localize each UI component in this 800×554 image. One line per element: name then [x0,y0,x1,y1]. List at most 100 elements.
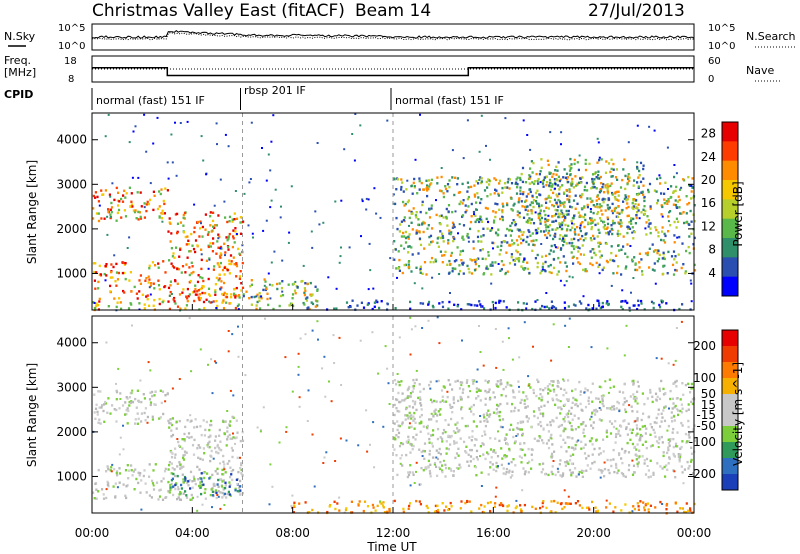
plot-title: Christmas Valley East (fitACF) [92,1,345,21]
power-colorbar-label: Power [dB] [731,181,745,246]
nsearch-tick-bottom: 10^0 [708,41,735,52]
power-colorbar: 4 8 12 16 20 24 28 [701,121,739,297]
velocity-panel: 1000 2000 3000 4000 Slant Range [km] [25,315,696,515]
power-colorbar-tick-label: 24 [701,150,716,164]
power-colorbar-tick-label: 12 [701,219,716,233]
freq-curve [92,66,694,77]
velocity-ytick-label: 4000 [56,336,87,350]
beam-label: Beam 14 [355,1,431,21]
power-yticks: 1000 2000 3000 4000 [56,133,694,280]
power-colorbar-tick-label: 8 [708,243,716,257]
nsearch-label: N.Search [746,30,796,43]
nsky-label: N.Sky [4,30,36,43]
power-colorbar-swatch [722,199,738,220]
velocity-colorbar-tick-label: -200 [689,467,716,481]
velocity-colorbar-tick-label: 50 [701,387,716,401]
velocity-colorbar-tick-label: -50 [696,419,716,433]
power-colorbar-tick-label: 16 [701,196,716,210]
power-echo-region-5 [393,175,697,276]
velocity-colorbar-label: Velocity [m s^-1] [731,362,745,466]
velocity-echo-region-0 [93,389,169,425]
velocity-colorbar-swatch [722,458,738,475]
cpid-segment-1: normal (fast) 151 IF [96,94,205,107]
velocity-colorbar-tick-label: 15 [701,398,716,412]
xtick-label: 12:00 [376,526,411,540]
power-echo-region-2 [167,211,245,262]
velocity-colorbar-swatch [722,362,738,379]
xtick-label: 00:00 [677,526,712,540]
power-ytick-label: 1000 [56,266,87,280]
velocity-echo-region-3 [169,472,242,497]
velocity-colorbar-swatch [722,410,738,427]
velocity-ytick-label: 1000 [56,469,87,483]
velocity-colorbar-tick-label: -100 [689,435,716,449]
power-echo-region-1 [92,260,245,312]
velocity-echo-layer [92,316,696,515]
power-colorbar-swatch [722,238,738,258]
power-ytick-label: 3000 [56,177,87,191]
noise-panel-frame [91,23,695,51]
cpid-label: CPID [4,88,33,101]
velocity-echo-region-5 [393,378,696,479]
cpid-strip: CPID normal (fast) 151 IF rbsp 201 IF no… [4,84,504,110]
power-ytick-label: 4000 [56,133,87,147]
nsearch-curve [91,32,695,41]
velocity-colorbar-tick-label: 200 [693,339,716,353]
freq-unit-label: [MHz] [4,66,36,79]
xtick-label: 16:00 [476,526,511,540]
power-colorbar-swatch [722,257,738,278]
freq-tick-bottom: 8 [68,74,74,85]
nave-tick-bottom: 0 [708,74,714,85]
nsearch-tick-top: 10^5 [708,23,735,34]
nsky-curve [91,29,695,39]
date-label: 27/Jul/2013 [588,1,685,21]
xtick-label: 08:00 [275,526,310,540]
freq-label: Freq. [4,54,31,67]
nave-label: Nave [746,64,774,77]
power-echo-region-6 [518,157,646,232]
power-ylabel: Slant Range [km] [25,160,39,264]
power-echo-scatter [93,113,693,312]
nsky-tick-bottom: 10^0 [58,41,85,52]
velocity-echo-scatter [92,316,695,514]
power-panel: 1000 2000 3000 4000 Slant Range [km] [25,112,697,312]
power-colorbar-swatch [722,180,738,200]
power-echo-layer [92,113,697,312]
power-colorbar-swatch [722,218,738,239]
velocity-colorbar-swatch [722,330,738,347]
velocity-ytick-label: 2000 [56,425,87,439]
power-colorbar-swatch [722,141,738,162]
velocity-colorbar-swatch [722,394,738,411]
velocity-ylabel: Slant Range [km] [25,363,39,467]
xtick-label: 00:00 [75,526,110,540]
velocity-colorbar-swatch [722,474,738,491]
power-colorbar-swatch [722,276,738,297]
velocity-colorbar-swatch [722,442,738,459]
velocity-echo-region-2 [167,415,245,465]
velocity-echo-region-4 [292,499,696,515]
cpid-segment-2: rbsp 201 IF [244,84,306,97]
velocity-colorbar-swatch [722,378,738,395]
xlabel: Time UT [366,540,417,554]
freq-panel: Freq. [MHz] 18 8 60 0 Nave [4,54,782,85]
nsky-tick-top: 10^5 [58,23,85,34]
nave-tick-top: 60 [708,56,721,67]
velocity-colorbar-tick-label: 100 [693,371,716,385]
velocity-colorbar-swatch [722,346,738,363]
velocity-yticks: 1000 2000 3000 4000 [56,336,694,483]
freq-tick-top: 18 [64,56,77,67]
xtick-label: 20:00 [576,526,611,540]
cpid-segment-3: normal (fast) 151 IF [395,94,504,107]
power-echo-region-3 [242,278,319,311]
velocity-colorbar-tick-label: -15 [696,408,716,422]
power-colorbar-tick-label: 28 [701,127,716,141]
power-echo-region-0 [92,186,169,223]
power-ytick-label: 2000 [56,222,87,236]
power-colorbar-swatch [722,160,738,181]
power-colorbar-swatch [722,122,738,142]
time-axis: 00:00 04:00 08:00 12:00 16:00 20:00 00:00 [75,304,712,540]
velocity-colorbar-swatch [722,426,738,443]
power-colorbar-tick-label: 4 [708,266,716,280]
